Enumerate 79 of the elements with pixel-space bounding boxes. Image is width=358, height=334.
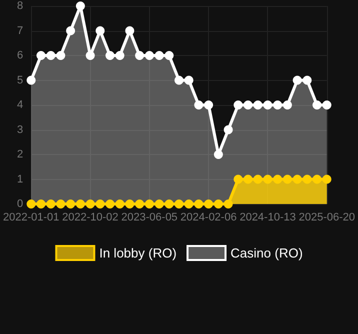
point: [244, 100, 253, 110]
point: [214, 150, 223, 159]
point: [56, 51, 66, 60]
point: [184, 200, 194, 208]
y-tick-label: 4: [17, 99, 24, 111]
point: [115, 200, 124, 208]
y-tick-label: 1: [17, 173, 24, 186]
point: [322, 100, 332, 110]
point: [263, 174, 272, 184]
point: [26, 76, 36, 85]
x-tick-label: 2024-10-13: [240, 212, 296, 224]
point: [56, 200, 66, 208]
point: [184, 76, 194, 85]
point: [204, 100, 214, 110]
point: [292, 76, 302, 85]
point: [263, 100, 272, 110]
point: [154, 200, 164, 208]
point: [86, 200, 95, 208]
point: [234, 100, 243, 110]
x-tick-label: 2022-01-01: [2, 212, 60, 224]
point: [194, 200, 204, 208]
x-tick-label: 2022-10-02: [62, 212, 118, 224]
point: [115, 51, 124, 60]
point: [76, 200, 85, 208]
point: [164, 51, 174, 60]
point: [312, 100, 322, 110]
point: [135, 200, 144, 208]
point: [322, 174, 332, 184]
point: [312, 174, 322, 184]
point: [125, 26, 134, 36]
point: [154, 51, 164, 60]
point: [36, 51, 46, 60]
y-tick-label: 5: [17, 74, 24, 86]
point: [66, 200, 76, 208]
y-tick-label: 8: [17, 0, 24, 12]
point: [96, 26, 105, 36]
point: [282, 174, 292, 184]
legend-label: Casino (RO): [230, 246, 303, 260]
x-tick-label: 2024-02-06: [180, 212, 237, 224]
x-tick-label: 2023-06-05: [121, 212, 178, 224]
y-tick-label: 6: [17, 50, 24, 62]
point: [96, 200, 105, 208]
point: [253, 100, 262, 110]
point: [273, 100, 282, 110]
point: [302, 76, 312, 85]
point: [224, 200, 233, 208]
y-tick-label: 0: [17, 198, 24, 210]
point: [36, 200, 46, 208]
point: [46, 200, 56, 208]
point: [292, 174, 302, 184]
y-tick-label: 3: [17, 124, 24, 136]
point: [273, 174, 282, 184]
legend-label: In lobby (RO): [99, 246, 177, 260]
point: [106, 51, 114, 60]
point: [125, 200, 134, 208]
point: [174, 76, 184, 85]
point: [234, 174, 243, 184]
point: [76, 2, 85, 10]
point: [66, 26, 76, 36]
point: [164, 200, 174, 208]
point: [302, 174, 312, 184]
point: [253, 174, 262, 184]
point: [46, 51, 56, 60]
point: [106, 200, 114, 208]
point: [204, 200, 214, 208]
y-tick-label: 7: [17, 24, 24, 37]
point: [282, 100, 292, 110]
point: [194, 100, 204, 110]
point: [144, 200, 154, 208]
point: [144, 51, 154, 60]
point: [224, 125, 233, 134]
point: [26, 200, 36, 208]
point: [174, 200, 184, 208]
point: [244, 174, 253, 184]
y-tick-label: 2: [17, 148, 24, 160]
point: [135, 51, 144, 60]
x-tick-label: 2025-06-20: [298, 212, 356, 224]
point: [86, 51, 95, 60]
point: [214, 200, 223, 208]
